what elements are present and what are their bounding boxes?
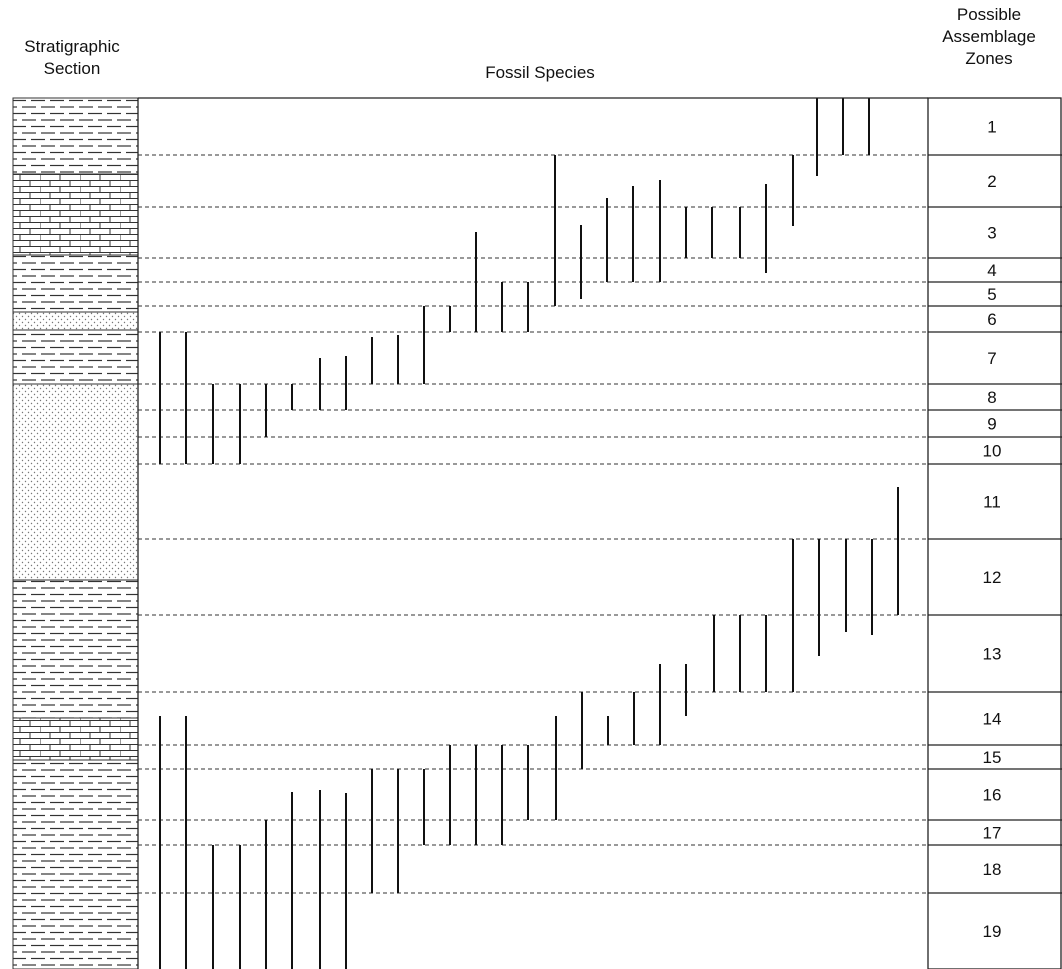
header-line: Stratigraphic xyxy=(24,37,120,56)
header-line: Possible xyxy=(956,5,1022,24)
fossil-range-bars xyxy=(159,98,899,969)
zone-label: 2 xyxy=(987,172,996,191)
zone-label: 9 xyxy=(987,415,996,434)
zone-label: 13 xyxy=(983,645,1002,664)
zone-label: 8 xyxy=(987,388,996,407)
zone-label: 6 xyxy=(987,310,996,329)
zone-label: 12 xyxy=(983,568,1002,587)
zone-correlation-lines xyxy=(138,154,928,894)
lithology-layer-shale xyxy=(12,254,139,313)
zone-label: 17 xyxy=(983,824,1002,843)
zone-label: 11 xyxy=(983,493,1001,512)
lithology-layer-shale xyxy=(12,579,139,719)
zone-label: 3 xyxy=(987,224,996,243)
stratigraphic-section-header: Stratigraphic Section xyxy=(4,36,140,80)
fossil-species-panel xyxy=(137,97,928,969)
lithology-layer-shale xyxy=(12,329,139,385)
lithology-layer-limestone xyxy=(12,173,139,256)
zone-label: 4 xyxy=(987,261,996,280)
zone-label: 15 xyxy=(983,748,1002,767)
zone-label: 1 xyxy=(987,118,996,137)
header-line: Assemblage xyxy=(942,27,1036,46)
assemblage-zones-header: Possible Assemblage Zones xyxy=(918,4,1060,70)
zone-label: 7 xyxy=(987,349,996,368)
zone-label: 14 xyxy=(983,710,1002,729)
header-line: Zones xyxy=(965,49,1013,68)
lithology-layer-shale xyxy=(12,97,139,175)
zone-column-frame xyxy=(927,97,1062,969)
lithology-layer-siltstone xyxy=(12,311,139,331)
zone-label: 18 xyxy=(983,860,1002,879)
stratigraphic-column xyxy=(12,97,139,969)
zone-label: 10 xyxy=(983,442,1002,461)
fossil-species-header: Fossil Species xyxy=(485,63,595,82)
lithology-layer-limestone xyxy=(12,717,139,761)
zone-label: 19 xyxy=(983,922,1002,941)
lithology-layer-sandstone xyxy=(12,383,139,581)
zone-label: 5 xyxy=(987,285,996,304)
zone-label: 16 xyxy=(983,786,1002,805)
header-line: Section xyxy=(43,59,101,78)
lithology-layer-shale xyxy=(12,759,139,969)
